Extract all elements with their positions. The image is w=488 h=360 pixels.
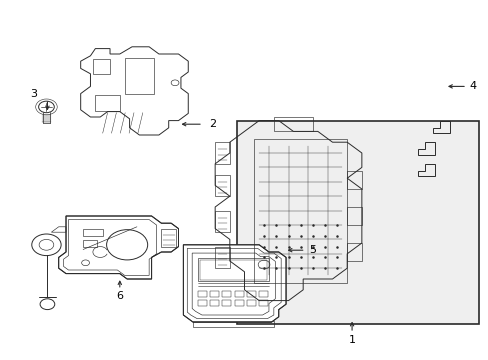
Bar xyxy=(222,291,231,297)
Bar xyxy=(234,300,243,306)
Bar xyxy=(198,258,268,281)
Text: 1: 1 xyxy=(348,335,355,345)
Bar xyxy=(222,300,231,306)
Bar xyxy=(234,291,243,297)
Bar xyxy=(210,291,219,297)
Bar xyxy=(200,260,266,280)
Bar xyxy=(83,240,97,247)
Text: 2: 2 xyxy=(209,119,216,129)
Bar xyxy=(273,117,312,131)
Text: 6: 6 xyxy=(116,291,123,301)
Polygon shape xyxy=(59,216,178,279)
Bar xyxy=(193,321,273,327)
Bar xyxy=(259,291,267,297)
Bar xyxy=(198,291,206,297)
Text: 4: 4 xyxy=(469,81,476,91)
Bar xyxy=(210,300,219,306)
Text: 5: 5 xyxy=(309,245,316,255)
Bar xyxy=(246,291,255,297)
Bar xyxy=(246,300,255,306)
Bar xyxy=(198,300,206,306)
Bar xyxy=(259,300,267,306)
Bar xyxy=(254,139,346,283)
Text: 3: 3 xyxy=(30,89,37,99)
Bar xyxy=(237,121,478,324)
Bar xyxy=(161,229,176,247)
Polygon shape xyxy=(183,245,285,322)
Bar xyxy=(83,229,102,236)
